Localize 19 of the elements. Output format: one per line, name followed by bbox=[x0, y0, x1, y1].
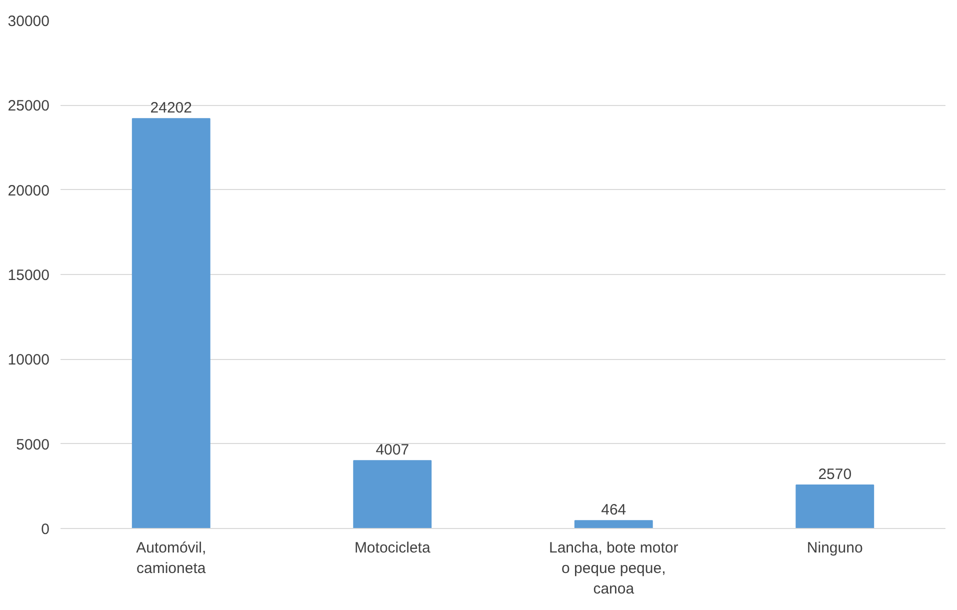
x-tick-label: Motocicleta bbox=[354, 540, 431, 556]
y-tick-label: 15000 bbox=[8, 267, 50, 284]
bar bbox=[574, 520, 653, 528]
x-tick-label: Automóvil, camioneta bbox=[136, 540, 206, 577]
bar bbox=[132, 118, 210, 528]
bar bbox=[796, 484, 874, 528]
data-label: 464 bbox=[601, 502, 626, 519]
y-tick-label: 25000 bbox=[8, 98, 50, 115]
data-label: 4007 bbox=[376, 442, 410, 459]
data-label: 2570 bbox=[818, 466, 852, 483]
y-tick-label: 5000 bbox=[16, 436, 50, 454]
y-tick-label: 20000 bbox=[8, 182, 50, 200]
y-tick-label: 30000 bbox=[8, 13, 50, 30]
y-tick-label: 0 bbox=[41, 521, 50, 538]
x-tick-label: Lancha, bote motor o peque peque, canoa bbox=[549, 540, 678, 598]
data-label: 24202 bbox=[150, 100, 192, 117]
x-tick-label: Ninguno bbox=[806, 540, 863, 556]
y-tick-label: 10000 bbox=[8, 352, 50, 369]
bar bbox=[353, 460, 432, 528]
